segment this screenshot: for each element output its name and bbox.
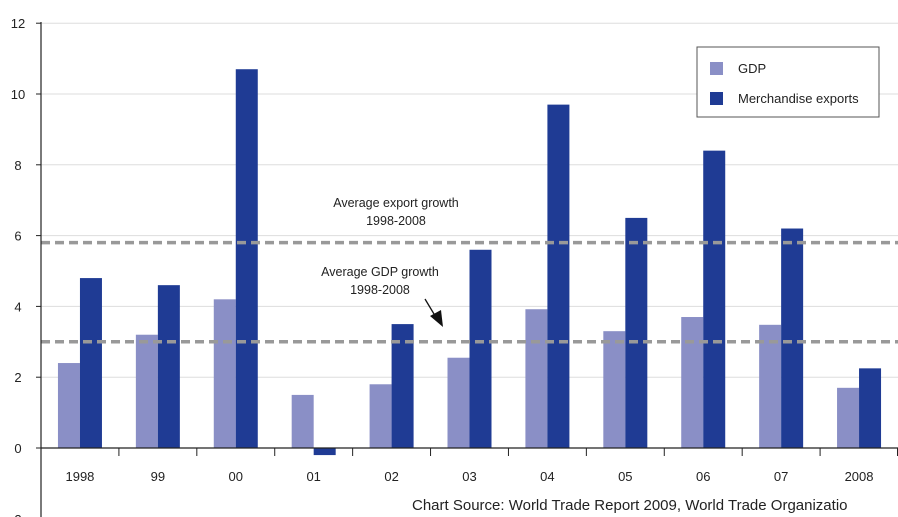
bar-gdp-99	[135, 334, 158, 448]
y-tick-label: 6	[14, 229, 21, 244]
bar-merchandise-exports-04	[547, 104, 570, 449]
y-tick-label: 12	[11, 16, 25, 31]
bar-merchandise-exports-00	[235, 69, 258, 448]
x-tick-labels: 1998 99 00 01 02 03 04 05 06 07 2008	[65, 469, 873, 484]
bar-merchandise-exports-1998	[79, 278, 102, 448]
legend-swatch-merchandise-exports	[710, 92, 723, 105]
y-tick-label: 2	[14, 512, 21, 517]
x-tick-label: 02	[384, 469, 398, 484]
legend-label-merchandise-exports: Merchandise exports	[738, 91, 859, 106]
gdp-avg-label-line2: 1998-2008	[350, 283, 410, 297]
x-tick-label: 2008	[845, 469, 874, 484]
bar-merchandise-exports-05	[625, 217, 648, 448]
x-tick-label: 04	[540, 469, 554, 484]
bar-gdp-04	[525, 309, 548, 448]
x-tick-label: 03	[462, 469, 476, 484]
bar-merchandise-exports-01	[313, 448, 336, 456]
bar-merchandise-exports-07	[781, 228, 804, 448]
bar-gdp-01	[291, 394, 314, 448]
annotation-arrow	[424, 298, 443, 327]
bar-gdp-03	[447, 357, 470, 448]
legend: GDP Merchandise exports	[696, 46, 880, 118]
reference-lines	[41, 240, 898, 344]
axes	[36, 22, 898, 517]
bar-merchandise-exports-2008	[859, 368, 882, 448]
y-tick-label: 0	[14, 441, 21, 456]
legend-box	[696, 46, 880, 118]
export-avg-label-line2: 1998-2008	[366, 214, 426, 228]
x-tick-label: 99	[151, 469, 165, 484]
x-tick-label: 06	[696, 469, 710, 484]
y-tick-label: 4	[14, 299, 21, 314]
bar-gdp-1998	[57, 363, 80, 448]
bar-gdp-00	[213, 299, 236, 448]
gdp-avg-label-line1: Average GDP growth	[321, 265, 439, 279]
x-tick-label: 05	[618, 469, 632, 484]
bar-merchandise-exports-06	[703, 150, 726, 448]
bar-gdp-02	[369, 384, 392, 448]
bar-merchandise-exports-99	[157, 285, 180, 448]
export-avg-label-line1: Average export growth	[333, 196, 459, 210]
bar-gdp-05	[603, 331, 626, 448]
y-tick-label: 2	[14, 370, 21, 385]
source-backdrop	[408, 490, 898, 517]
bar-merchandise-exports-02	[391, 324, 414, 448]
x-tick-label: 00	[229, 469, 243, 484]
legend-label-gdp: GDP	[738, 61, 766, 76]
bar-gdp-2008	[837, 387, 860, 448]
legend-swatch-gdp	[710, 62, 723, 75]
y-tick-label: 8	[14, 158, 21, 173]
y-tick-label: 10	[11, 87, 25, 102]
bar-gdp-07	[759, 324, 782, 448]
bar-gdp-06	[681, 317, 704, 448]
y-tick-labels: 12 10 8 6 4 2 0 2	[11, 16, 25, 517]
chart-source: Chart Source: World Trade Report 2009, W…	[412, 497, 848, 514]
x-tick-label: 1998	[65, 469, 94, 484]
bars	[57, 69, 882, 456]
bar-merchandise-exports-03	[469, 249, 492, 448]
x-tick-label: 07	[774, 469, 788, 484]
x-tick-label: 01	[306, 469, 320, 484]
